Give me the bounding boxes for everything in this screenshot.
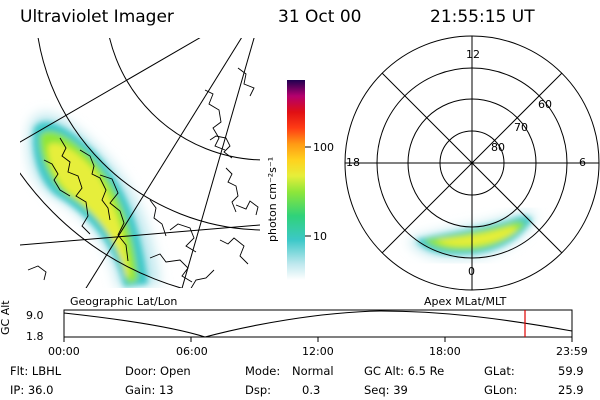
instrument-title: Ultraviolet Imager (20, 7, 174, 27)
orbit-xtick-0600: 06:00 (176, 345, 208, 358)
orbit-xtick-1200: 12:00 (302, 345, 334, 358)
date-label: 31 Oct 00 (278, 7, 362, 27)
orbit-altitude-curve (63, 310, 573, 338)
colorbar-tick-label-100: 100 (313, 141, 334, 154)
gain-info: Gain: 13 (125, 383, 174, 397)
mode-value: Normal (292, 364, 334, 378)
dsp-value: 0.3 (302, 383, 321, 397)
geographic-caption: Geographic Lat/Lon (70, 295, 178, 308)
mode-label: Mode: (245, 364, 281, 378)
orbit-xtick-2359: 23:59 (556, 345, 588, 358)
orbit-ylabel: GC Alt (0, 300, 12, 335)
geographic-map (20, 38, 260, 288)
glat-value: 59.9 (558, 364, 584, 378)
mlt-label-0: 0 (468, 265, 475, 278)
colorbar-unit-label: photon cm⁻²s⁻¹ (266, 156, 279, 242)
glon-value: 25.9 (558, 383, 584, 397)
coastlines (27, 67, 259, 288)
orbit-x-ticks (63, 337, 573, 342)
door-info: Door: Open (125, 364, 191, 378)
orbit-xtick-0000: 00:00 (48, 345, 80, 358)
ip-info: IP: 36.0 (10, 383, 54, 397)
seq-info: Seq: 39 (364, 383, 408, 397)
polar-plot (344, 35, 600, 291)
polar-aurora-band (416, 216, 532, 255)
colorbar-tick-label-10: 10 (313, 230, 327, 243)
time-label: 21:55:15 UT (430, 7, 535, 27)
polar-caption: Apex MLat/MLT (424, 295, 507, 308)
lat-lon-grid (20, 38, 260, 288)
gc-alt-info: GC Alt: 6.5 Re (364, 364, 445, 378)
glon-label: GLon: (484, 383, 518, 397)
mlt-label-12: 12 (466, 48, 480, 61)
dsp-label: Dsp: (245, 383, 272, 397)
orbit-xtick-1800: 18:00 (429, 345, 461, 358)
orbit-ytick-low: 1.8 (26, 330, 44, 343)
colorbar (287, 80, 305, 280)
mlat-label-70: 70 (514, 121, 528, 134)
filter-info: Flt: LBHL (10, 364, 62, 378)
mlat-label-60: 60 (538, 98, 552, 111)
mlt-label-6: 6 (579, 156, 586, 169)
orbit-altitude-plot (63, 309, 573, 342)
polar-grid (344, 35, 600, 291)
mlat-label-80: 80 (491, 141, 505, 154)
orbit-ytick-high: 9.0 (26, 309, 44, 322)
mlt-label-18: 18 (346, 156, 360, 169)
aurora-band (33, 121, 148, 287)
glat-label: GLat: (484, 364, 515, 378)
